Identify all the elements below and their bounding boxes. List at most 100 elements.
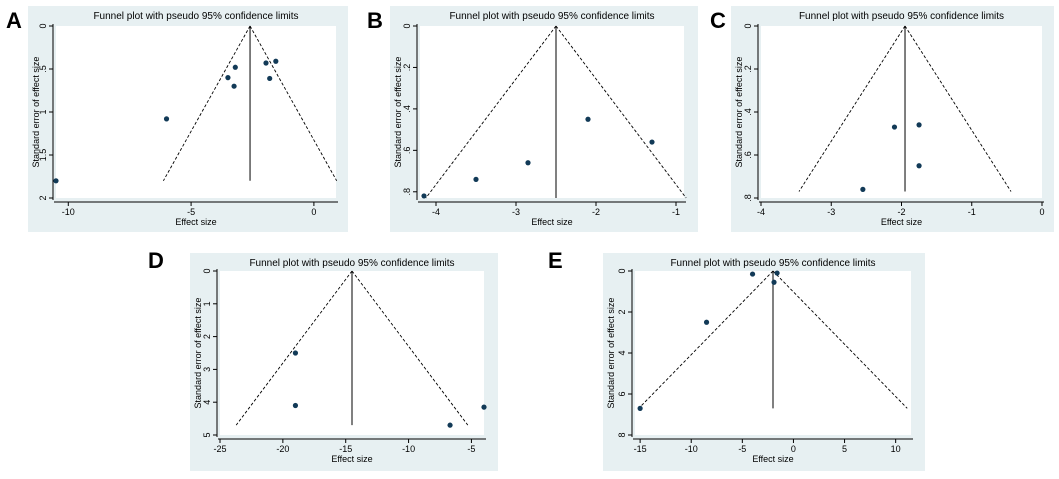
x-tick-label: -5	[738, 444, 746, 454]
x-tick-label: -1	[672, 207, 680, 217]
x-tick-label: -3	[512, 207, 520, 217]
study-point	[447, 422, 453, 428]
study-point	[774, 270, 780, 276]
funnel-plot-b: Funnel plot with pseudo 95% confidence l…	[390, 6, 698, 232]
x-tick-label: -5	[187, 207, 195, 217]
ci-limit-left	[425, 25, 557, 199]
study-point	[585, 116, 591, 122]
funnel-plot-a: Funnel plot with pseudo 95% confidence l…	[28, 6, 348, 232]
ci-limit-right	[249, 25, 338, 182]
y-tick-label: 1	[202, 301, 212, 306]
y-tick-label: .8	[743, 194, 753, 202]
ci-limit-right	[904, 25, 1012, 192]
y-tick-label: 3	[202, 367, 212, 372]
x-tick-label: -2	[592, 207, 600, 217]
y-tick-label: .6	[402, 147, 412, 155]
ci-limit-left	[162, 25, 251, 182]
chart-title: Funnel plot with pseudo 95% confidence l…	[449, 11, 654, 22]
chart-title: Funnel plot with pseudo 95% confidence l…	[670, 258, 875, 269]
y-tick-label: 2	[38, 195, 48, 200]
y-tick-label: 5	[202, 432, 212, 437]
study-point	[267, 75, 273, 82]
chart-title: Funnel plot with pseudo 95% confidence l…	[799, 11, 1004, 22]
x-tick-label: 0	[1039, 207, 1044, 217]
y-tick-label: .4	[402, 105, 412, 113]
y-tick-label: 1.5	[38, 149, 48, 162]
x-tick-label: -4	[757, 207, 765, 217]
chart-title: Funnel plot with pseudo 95% confidence l…	[249, 258, 454, 269]
study-point	[749, 271, 756, 277]
x-axis-label: Effect size	[331, 454, 372, 464]
funnel-plot-d: Funnel plot with pseudo 95% confidence l…	[190, 253, 498, 471]
study-point	[421, 193, 427, 199]
x-tick-label: -25	[213, 444, 226, 454]
y-tick-label: 4	[202, 400, 212, 405]
panel-label-a: A	[6, 8, 22, 33]
ci-limit-left	[235, 270, 353, 426]
x-tick-label: 10	[891, 444, 901, 454]
x-axis-label: Effect size	[881, 217, 922, 227]
y-tick-label: 4	[617, 350, 627, 355]
y-tick-label: 0	[38, 23, 48, 28]
y-tick-label: .4	[743, 108, 753, 116]
study-point	[703, 319, 710, 325]
y-tick-label: 0	[202, 268, 212, 273]
y-tick-label: .8	[402, 188, 412, 196]
y-tick-label: 0	[402, 23, 412, 28]
x-axis-label: Effect size	[175, 217, 216, 227]
x-tick-label: -15	[339, 444, 352, 454]
y-tick-label: 1	[38, 109, 48, 114]
study-point	[163, 116, 170, 122]
x-tick-label: -4	[432, 207, 440, 217]
panel-label-d: D	[148, 248, 164, 273]
study-point	[916, 122, 922, 128]
ci-limit-right	[772, 270, 908, 409]
x-tick-label: 0	[791, 444, 796, 454]
x-tick-label: -20	[276, 444, 289, 454]
x-tick-label: 5	[842, 444, 847, 454]
y-tick-label: .2	[743, 65, 753, 73]
y-tick-label: 6	[617, 391, 627, 396]
y-axis-label: Standard error of effect size	[734, 57, 744, 168]
x-tick-label: -10	[402, 444, 415, 454]
ci-limit-left	[798, 25, 906, 192]
x-tick-label: -3	[827, 207, 835, 217]
study-point	[473, 176, 479, 182]
y-tick-label: 0	[617, 268, 627, 273]
study-point	[225, 75, 231, 81]
x-axis-label: Effect size	[531, 217, 572, 227]
y-tick-label: 2	[202, 334, 212, 339]
study-point	[649, 139, 655, 145]
y-tick-label: .2	[402, 64, 412, 72]
plot-area	[56, 26, 336, 198]
study-point	[263, 60, 269, 66]
y-tick-label: .5	[38, 65, 48, 73]
study-point	[891, 124, 898, 130]
x-tick-label: -5	[467, 444, 475, 454]
funnel-plot-c: Funnel plot with pseudo 95% confidence l…	[731, 6, 1054, 232]
plot-area	[420, 26, 684, 198]
study-point	[231, 83, 237, 89]
y-tick-label: 8	[617, 432, 627, 437]
study-point	[637, 405, 643, 411]
x-tick-label: -10	[685, 444, 698, 454]
ci-limit-left	[638, 270, 774, 409]
study-point	[916, 163, 922, 169]
study-point	[53, 178, 59, 184]
study-point	[273, 58, 279, 64]
panel-label-b: B	[367, 8, 383, 33]
study-point	[860, 186, 866, 192]
x-tick-label: -2	[897, 207, 905, 217]
y-axis-label: Standard error of effect size	[393, 57, 403, 168]
y-tick-label: .6	[743, 151, 753, 159]
x-axis-label: Effect size	[752, 454, 793, 464]
y-tick-label: 0	[743, 23, 753, 28]
x-tick-label: -15	[634, 444, 647, 454]
study-point	[771, 279, 777, 285]
panel-label-c: C	[710, 8, 726, 33]
study-point	[525, 160, 531, 166]
x-tick-label: -10	[62, 207, 75, 217]
study-point	[292, 402, 299, 409]
funnel-plot-e: Funnel plot with pseudo 95% confidence l…	[603, 253, 925, 471]
plot-area	[761, 26, 1042, 198]
